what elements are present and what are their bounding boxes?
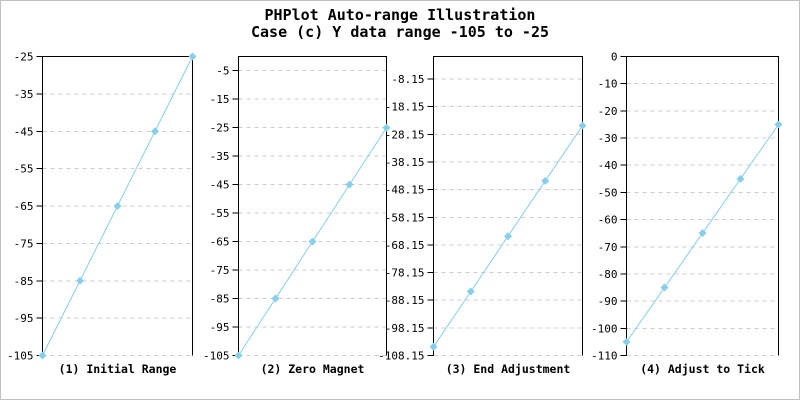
chart-3-data-point-marker xyxy=(541,176,550,185)
chart-3-data-point-marker xyxy=(466,287,475,296)
chart-3-y-tick-label: -88.15 xyxy=(385,294,425,307)
chart-1-data-point-marker xyxy=(76,276,84,285)
chart-4-y-tick-label: -20 xyxy=(598,105,618,118)
chart-1-data-point-marker xyxy=(113,202,122,210)
chart-3-y-tick-label: -8.15 xyxy=(391,73,424,86)
chart-3-y-tick-label: -38.15 xyxy=(385,156,425,169)
chart-2-y-tick-label: -35 xyxy=(210,150,230,163)
chart-2-y-tick-label: -95 xyxy=(210,321,230,334)
chart-1-data-point-marker xyxy=(188,52,197,61)
chart-3-y-tick-label: -48.15 xyxy=(385,184,425,197)
chart-2-data-point-marker xyxy=(345,180,354,189)
chart-2-data-point-marker xyxy=(308,237,317,246)
chart-3-y-tick-label: -18.15 xyxy=(385,101,425,114)
chart-2-y-tick-label: -65 xyxy=(210,236,230,249)
chart-4-y-tick-label: -110 xyxy=(591,350,618,363)
chart-4-data-point-marker xyxy=(736,174,745,183)
chart-3-y-tick-label: -28.15 xyxy=(385,128,425,141)
chart-4-data-point-marker xyxy=(622,337,631,346)
chart-1-y-tick-label: -105 xyxy=(7,350,34,363)
chart-3-data-point-marker xyxy=(429,342,438,351)
chart-2-y-tick-label: -75 xyxy=(210,264,230,277)
chart-2-title: (2) Zero Magnet xyxy=(261,362,365,376)
chart-3-y-tick-label: -78.15 xyxy=(385,267,425,280)
chart-4-data-point-marker xyxy=(774,120,783,129)
chart-2-plot-border xyxy=(238,56,387,356)
chart-2-data-point-marker xyxy=(382,123,391,132)
chart-4-y-tick-label: -100 xyxy=(591,322,618,335)
chart-1-y-tick-label: -95 xyxy=(14,312,34,325)
chart-3-y-tick-label: -58.15 xyxy=(385,211,425,224)
chart-3-data-point-marker xyxy=(578,121,587,130)
sub-title: Case (c) Y data range -105 to -25 xyxy=(250,23,549,41)
chart-1-y-tick-label: -35 xyxy=(14,88,34,101)
chart-2-y-tick-label: -55 xyxy=(210,207,230,220)
chart-3-y-tick-label: -98.15 xyxy=(385,322,425,335)
chart-1-y-tick-label: -85 xyxy=(14,275,34,288)
chart-1-y-tick-label: -65 xyxy=(14,200,34,213)
chart-1-y-tick-label: -75 xyxy=(14,237,34,250)
chart-2-y-tick-label: -105 xyxy=(203,350,230,363)
chart-4-y-tick-label: -80 xyxy=(598,268,618,281)
chart-4-y-tick-label: -30 xyxy=(598,132,618,145)
chart-4-y-tick-label: -60 xyxy=(598,214,618,227)
chart-4-y-tick-label: -40 xyxy=(598,159,618,172)
chart-4-y-tick-label: -50 xyxy=(598,186,618,199)
chart-4-data-point-marker xyxy=(698,229,707,238)
chart-2-y-tick-label: -5 xyxy=(216,65,229,78)
chart-1-y-tick-label: -25 xyxy=(14,51,34,64)
chart-1-data-point-marker xyxy=(38,351,47,360)
main-title: PHPlot Auto-range Illustration xyxy=(264,6,536,24)
chart-2-y-tick-label: -45 xyxy=(210,179,230,192)
chart-4-y-tick-label: -70 xyxy=(598,241,618,254)
chart-1-y-tick-label: -45 xyxy=(14,125,34,138)
chart-3-y-tick-label: -68.15 xyxy=(385,239,425,252)
chart-1-title: (1) Initial Range xyxy=(59,362,177,376)
chart-3-y-tick-label: -108.15 xyxy=(378,350,424,363)
chart-2-y-tick-label: -25 xyxy=(210,122,230,135)
chart-4-plot-border xyxy=(626,56,779,356)
chart-2-data-point-marker xyxy=(271,294,280,303)
chart-4-y-tick-label: -10 xyxy=(598,78,618,91)
chart-4-y-tick-label: 0 xyxy=(611,51,618,64)
chart-1-y-tick-label: -55 xyxy=(14,163,34,176)
chart-2-y-tick-label: -15 xyxy=(210,93,230,106)
chart-3-data-point-marker xyxy=(504,232,512,241)
chart-2-y-tick-label: -85 xyxy=(210,293,230,306)
chart-3-title: (3) End Adjustment xyxy=(446,362,571,376)
chart-4-y-tick-label: -90 xyxy=(598,295,618,308)
chart-4-data-point-marker xyxy=(660,283,669,292)
chart-4-title: (4) Adjust to Tick xyxy=(640,362,765,376)
chart-2-data-point-marker xyxy=(234,351,243,360)
chart-1-data-point-marker xyxy=(151,127,159,136)
chart-3-plot-border xyxy=(433,56,583,356)
